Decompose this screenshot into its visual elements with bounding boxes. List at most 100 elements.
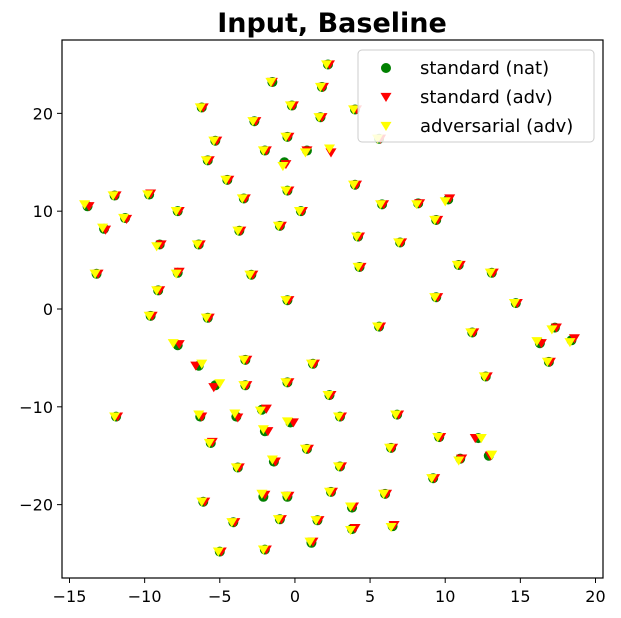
point-adversarial-adv: [384, 443, 396, 453]
point-adversarial-adv: [323, 144, 335, 154]
point-adversarial-adv: [372, 322, 384, 332]
point-adversarial-adv: [439, 197, 451, 207]
point-adversarial-adv: [212, 547, 224, 557]
point-adversarial-adv: [170, 207, 182, 217]
point-adversarial-adv: [220, 175, 232, 185]
point-adversarial-adv: [191, 240, 203, 250]
point-adversarial-adv: [345, 502, 357, 512]
point-adversarial-adv: [167, 339, 179, 349]
point-adversarial-adv: [236, 194, 248, 204]
point-adversarial-adv: [313, 113, 325, 123]
point-adversarial-adv: [564, 338, 576, 348]
point-adversarial-adv: [508, 299, 520, 309]
point-adversarial-adv: [299, 444, 311, 454]
point-adversarial-adv: [314, 82, 326, 92]
chart-title: Input, Baseline: [217, 8, 447, 39]
point-adversarial-adv: [281, 417, 293, 427]
point-adversarial-adv: [320, 60, 332, 70]
legend: standard (nat) standard (adv) adversarial …: [357, 49, 595, 143]
point-adversarial-adv: [257, 425, 269, 435]
point-adversarial-adv: [256, 489, 268, 499]
point-adversarial-adv: [214, 379, 226, 389]
legend-label-standard-nat: standard (nat): [420, 58, 549, 79]
point-adversarial-adv: [196, 359, 208, 369]
point-adversarial-adv: [266, 455, 278, 465]
point-adversarial-adv: [429, 293, 441, 303]
point-adversarial-adv: [238, 381, 250, 391]
point-adversarial-adv: [351, 232, 363, 242]
x-tick-label: −5: [208, 587, 232, 606]
legend-marker-standard-adv: [380, 92, 392, 102]
point-adversarial-adv: [230, 463, 242, 473]
point-adversarial-adv: [475, 433, 487, 444]
point-adversarial-adv: [193, 410, 205, 420]
y-axis: −20 −10 0 10 20: [19, 104, 62, 515]
point-adversarial-adv: [478, 372, 490, 382]
point-adversarial-adv: [393, 238, 405, 248]
legend-marker-standard-nat: [381, 63, 391, 73]
point-adversarial-adv: [265, 77, 277, 88]
point-adversarial-adv: [143, 311, 155, 321]
point-adversarial-adv: [453, 456, 465, 466]
point-adversarial-adv: [247, 117, 259, 127]
point-adversarial-adv: [280, 186, 292, 196]
point-adversarial-adv: [546, 325, 558, 335]
point-adversarial-adv: [333, 412, 345, 422]
point-adversarial-adv: [293, 207, 305, 217]
point-adversarial-adv: [118, 213, 130, 223]
legend-box: [357, 49, 595, 143]
point-adversarial-adv: [345, 525, 357, 536]
point-adversarial-adv: [238, 355, 250, 365]
point-adversarial-adv: [107, 191, 119, 201]
point-adversarial-adv: [411, 200, 423, 210]
point-adversarial-adv: [208, 136, 220, 146]
point-adversarial-adv: [151, 286, 163, 296]
point-adversarial-adv: [305, 359, 317, 369]
point-adversarial-adv: [151, 242, 163, 252]
point-adversarial-adv: [89, 269, 101, 279]
y-tick-label: 20: [33, 104, 53, 123]
point-adversarial-adv: [280, 296, 292, 306]
point-adversarial-adv: [378, 489, 390, 499]
x-tick-label: −15: [53, 587, 87, 606]
legend-label-standard-adv: standard (adv): [420, 87, 553, 108]
point-adversarial-adv: [244, 270, 256, 280]
point-adversarial-adv: [385, 523, 397, 533]
y-tick-label: 10: [33, 202, 53, 221]
point-adversarial-adv: [426, 474, 438, 484]
point-adversarial-adv: [79, 200, 91, 210]
point-adversarial-adv: [203, 438, 215, 448]
point-adversarial-adv: [432, 433, 444, 443]
x-axis: −15 −10 −5 0 5 10 15 20: [53, 578, 606, 606]
point-adversarial-adv: [272, 515, 284, 525]
legend-marker-adversarial-adv: [380, 121, 392, 131]
x-tick-label: −10: [128, 587, 162, 606]
point-adversarial-adv: [280, 491, 292, 501]
point-adversarial-adv: [333, 462, 345, 472]
point-adversarial-adv: [142, 190, 154, 200]
point-adversarial-adv: [322, 390, 334, 401]
point-standard-adv: [208, 383, 220, 393]
point-adversarial-adv: [277, 162, 289, 172]
point-adversarial-adv: [486, 450, 498, 460]
legend-label-adversarial-adv: adversarial (adv): [420, 116, 573, 137]
point-adversarial-adv: [352, 262, 364, 272]
point-adversarial-adv: [170, 269, 182, 279]
point-adversarial-adv: [254, 406, 266, 416]
y-tick-label: −10: [19, 398, 53, 417]
point-adversarial-adv: [280, 378, 292, 388]
point-adversarial-adv: [323, 487, 335, 497]
point-adversarial-adv: [451, 260, 463, 270]
point-adversarial-adv: [310, 516, 322, 526]
point-adversarial-adv: [232, 226, 244, 236]
points-layer: [79, 59, 580, 557]
point-adversarial-adv: [257, 146, 269, 156]
x-tick-label: 15: [510, 587, 530, 606]
point-adversarial-adv: [97, 223, 109, 233]
point-adversarial-adv: [390, 410, 402, 420]
point-adversarial-adv: [531, 337, 543, 347]
point-adversarial-adv: [484, 268, 496, 278]
point-adversarial-adv: [194, 103, 206, 113]
point-adversarial-adv: [272, 221, 284, 231]
point-adversarial-adv: [348, 105, 360, 115]
